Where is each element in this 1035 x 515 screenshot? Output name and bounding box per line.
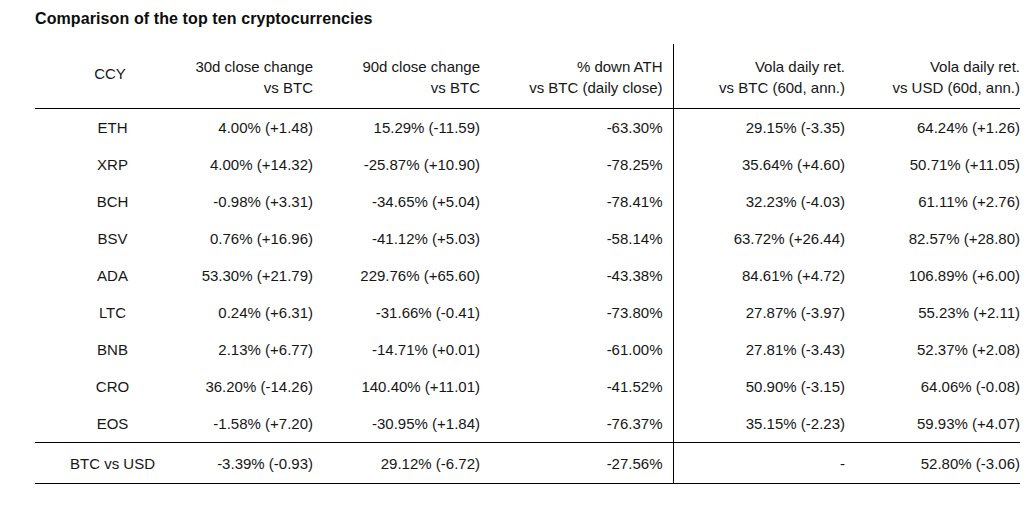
cell-vola-usd: 59.93% (+4.07) bbox=[850, 405, 1020, 443]
page-title: Comparison of the top ten cryptocurrenci… bbox=[0, 0, 1035, 28]
cell-30d-change: 53.30% (+21.79) bbox=[190, 257, 318, 294]
cell-ccy: ETH bbox=[35, 109, 190, 147]
cell-ccy: ADA bbox=[35, 257, 190, 294]
cell-down-ath: -61.00% bbox=[485, 331, 673, 368]
cell-vola-btc: - bbox=[673, 443, 850, 484]
cell-vola-usd: 64.24% (+1.26) bbox=[850, 109, 1020, 147]
cell-90d-change: -30.95% (+1.84) bbox=[318, 405, 485, 443]
column-header-down-ath: % down ATH vs BTC (daily close) bbox=[485, 44, 673, 109]
cell-90d-change: -34.65% (+5.04) bbox=[318, 183, 485, 220]
table-row: EOS-1.58% (+7.20)-30.95% (+1.84)-76.37%3… bbox=[35, 405, 1020, 443]
cell-vola-usd: 64.06% (-0.08) bbox=[850, 368, 1020, 405]
column-header-30d-change: 30d close change vs BTC bbox=[190, 44, 318, 109]
column-header-line2: vs BTC bbox=[190, 77, 313, 98]
cell-30d-change: 2.13% (+6.77) bbox=[190, 331, 318, 368]
cell-vola-usd: 50.71% (+11.05) bbox=[850, 146, 1020, 183]
cell-vola-btc: 63.72% (+26.44) bbox=[673, 220, 850, 257]
cell-down-ath: -73.80% bbox=[485, 294, 673, 331]
cell-90d-change: -14.71% (+0.01) bbox=[318, 331, 485, 368]
column-header-line2: vs BTC (daily close) bbox=[485, 77, 663, 98]
cell-vola-btc: 84.61% (+4.72) bbox=[673, 257, 850, 294]
table-row: XRP4.00% (+14.32)-25.87% (+10.90)-78.25%… bbox=[35, 146, 1020, 183]
cell-30d-change: -3.39% (-0.93) bbox=[190, 443, 318, 484]
column-header-line1: Vola daily ret. bbox=[674, 56, 846, 77]
cell-down-ath: -58.14% bbox=[485, 220, 673, 257]
table-row: BCH-0.98% (+3.31)-34.65% (+5.04)-78.41%3… bbox=[35, 183, 1020, 220]
cell-vola-usd: 61.11% (+2.76) bbox=[850, 183, 1020, 220]
cell-vola-usd: 55.23% (+2.11) bbox=[850, 294, 1020, 331]
cell-vola-btc: 35.64% (+4.60) bbox=[673, 146, 850, 183]
table-row: CRO36.20% (-14.26)140.40% (+11.01)-41.52… bbox=[35, 368, 1020, 405]
cell-ccy: XRP bbox=[35, 146, 190, 183]
cell-90d-change: -41.12% (+5.03) bbox=[318, 220, 485, 257]
cell-vola-btc: 32.23% (-4.03) bbox=[673, 183, 850, 220]
cell-vola-btc: 35.15% (-2.23) bbox=[673, 405, 850, 443]
cell-vola-btc: 29.15% (-3.35) bbox=[673, 109, 850, 147]
table-footer: BTC vs USD -3.39% (-0.93) 29.12% (-6.72)… bbox=[35, 443, 1020, 484]
cell-ccy: LTC bbox=[35, 294, 190, 331]
cell-30d-change: 0.24% (+6.31) bbox=[190, 294, 318, 331]
cell-vola-usd: 82.57% (+28.80) bbox=[850, 220, 1020, 257]
cell-down-ath: -41.52% bbox=[485, 368, 673, 405]
column-header-line1: 30d close change bbox=[190, 56, 313, 77]
crypto-comparison-table: CCY 30d close change vs BTC 90d close ch… bbox=[35, 44, 1020, 484]
table-row: BSV0.76% (+16.96)-41.12% (+5.03)-58.14%6… bbox=[35, 220, 1020, 257]
cell-30d-change: 0.76% (+16.96) bbox=[190, 220, 318, 257]
cell-30d-change: 4.00% (+1.48) bbox=[190, 109, 318, 147]
table-body: ETH4.00% (+1.48)15.29% (-11.59)-63.30%29… bbox=[35, 109, 1020, 443]
cell-down-ath: -76.37% bbox=[485, 405, 673, 443]
column-header-line2: vs BTC bbox=[318, 77, 480, 98]
cell-down-ath: -78.25% bbox=[485, 146, 673, 183]
column-header-vola-btc: Vola daily ret. vs BTC (60d, ann.) bbox=[673, 44, 850, 109]
cell-vola-btc: 50.90% (-3.15) bbox=[673, 368, 850, 405]
column-header-ccy: CCY bbox=[35, 44, 190, 109]
header-row: CCY 30d close change vs BTC 90d close ch… bbox=[35, 44, 1020, 109]
cell-vola-usd: 106.89% (+6.00) bbox=[850, 257, 1020, 294]
column-header-line1: 90d close change bbox=[318, 56, 480, 77]
cell-90d-change: -25.87% (+10.90) bbox=[318, 146, 485, 183]
cell-vola-btc: 27.87% (-3.97) bbox=[673, 294, 850, 331]
cell-30d-change: 4.00% (+14.32) bbox=[190, 146, 318, 183]
footer-row-btc-vs-usd: BTC vs USD -3.39% (-0.93) 29.12% (-6.72)… bbox=[35, 443, 1020, 484]
cell-90d-change: 140.40% (+11.01) bbox=[318, 368, 485, 405]
table-row: LTC0.24% (+6.31)-31.66% (-0.41)-73.80%27… bbox=[35, 294, 1020, 331]
cell-down-ath: -78.41% bbox=[485, 183, 673, 220]
table-row: ETH4.00% (+1.48)15.29% (-11.59)-63.30%29… bbox=[35, 109, 1020, 147]
cell-vola-btc: 27.81% (-3.43) bbox=[673, 331, 850, 368]
cell-vola-usd: 52.80% (-3.06) bbox=[850, 443, 1020, 484]
cell-ccy: BNB bbox=[35, 331, 190, 368]
cell-30d-change: -1.58% (+7.20) bbox=[190, 405, 318, 443]
cell-ccy: BSV bbox=[35, 220, 190, 257]
cell-down-ath: -43.38% bbox=[485, 257, 673, 294]
cell-down-ath: -27.56% bbox=[485, 443, 673, 484]
cell-90d-change: 229.76% (+65.60) bbox=[318, 257, 485, 294]
table-row: ADA53.30% (+21.79)229.76% (+65.60)-43.38… bbox=[35, 257, 1020, 294]
cell-30d-change: 36.20% (-14.26) bbox=[190, 368, 318, 405]
column-header-label: CCY bbox=[94, 65, 126, 82]
table-row: BNB2.13% (+6.77)-14.71% (+0.01)-61.00%27… bbox=[35, 331, 1020, 368]
cell-ccy: CRO bbox=[35, 368, 190, 405]
cell-90d-change: 29.12% (-6.72) bbox=[318, 443, 485, 484]
cell-ccy: BCH bbox=[35, 183, 190, 220]
cell-ccy: BTC vs USD bbox=[35, 443, 190, 484]
column-header-90d-change: 90d close change vs BTC bbox=[318, 44, 485, 109]
column-header-line2: vs BTC (60d, ann.) bbox=[674, 77, 846, 98]
column-header-line2: vs USD (60d, ann.) bbox=[850, 77, 1020, 98]
cell-ccy: EOS bbox=[35, 405, 190, 443]
cell-90d-change: -31.66% (-0.41) bbox=[318, 294, 485, 331]
column-header-line1: Vola daily ret. bbox=[850, 56, 1020, 77]
table-header: CCY 30d close change vs BTC 90d close ch… bbox=[35, 44, 1020, 109]
cell-90d-change: 15.29% (-11.59) bbox=[318, 109, 485, 147]
cell-30d-change: -0.98% (+3.31) bbox=[190, 183, 318, 220]
column-header-line1: % down ATH bbox=[485, 56, 663, 77]
page: Comparison of the top ten cryptocurrenci… bbox=[0, 0, 1035, 515]
cell-vola-usd: 52.37% (+2.08) bbox=[850, 331, 1020, 368]
column-header-vola-usd: Vola daily ret. vs USD (60d, ann.) bbox=[850, 44, 1020, 109]
cell-down-ath: -63.30% bbox=[485, 109, 673, 147]
